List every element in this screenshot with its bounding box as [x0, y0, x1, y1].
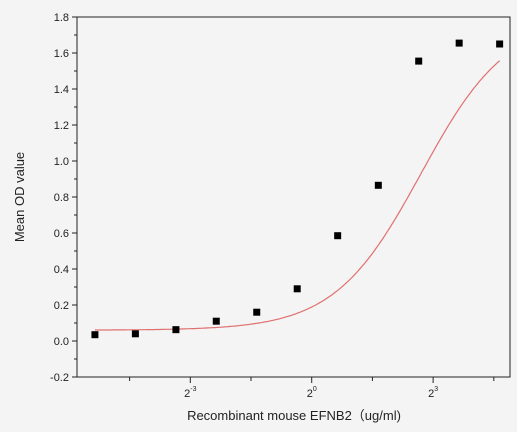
y-tick-label: 1.0 [54, 156, 69, 168]
data-point [131, 330, 139, 338]
y-tick-label: 0.2 [54, 300, 69, 312]
x-tick-label: 20 [307, 386, 317, 400]
y-tick-label: 1.4 [54, 84, 69, 96]
y-tick-label: 0.0 [54, 336, 69, 348]
data-point [293, 285, 301, 293]
data-point [455, 39, 463, 47]
y-tick-label: 1.8 [54, 12, 69, 24]
x-tick-label: 23 [428, 386, 438, 400]
y-tick-label: 1.2 [54, 120, 69, 132]
data-point [334, 232, 342, 240]
y-tick-label: -0.2 [50, 372, 69, 384]
data-point [91, 331, 99, 339]
y-tick-label: 0.6 [54, 228, 69, 240]
data-point [496, 40, 504, 48]
data-point [374, 181, 382, 189]
y-tick-label: 0.8 [54, 192, 69, 204]
x-tick-label: 2-3 [184, 386, 196, 400]
data-point [172, 326, 180, 334]
y-axis: -0.2 0.0 0.2 0.4 0.6 0.8 1.0 1.2 1.4 1.6 1.8 [50, 12, 77, 384]
plot-frame [76, 16, 511, 378]
data-point [212, 317, 220, 325]
x-axis-title: Recombinant mouse EFNB2（ug/ml) [187, 408, 401, 423]
y-tick-label: 0.4 [54, 264, 69, 276]
y-tick-label: 1.6 [54, 48, 69, 60]
data-points [91, 39, 504, 339]
data-point [415, 57, 423, 65]
y-axis-title: Mean OD value [12, 152, 27, 242]
data-point [253, 308, 261, 316]
fit-curve [94, 60, 501, 331]
x-axis: 2-3 20 23 [129, 377, 495, 400]
